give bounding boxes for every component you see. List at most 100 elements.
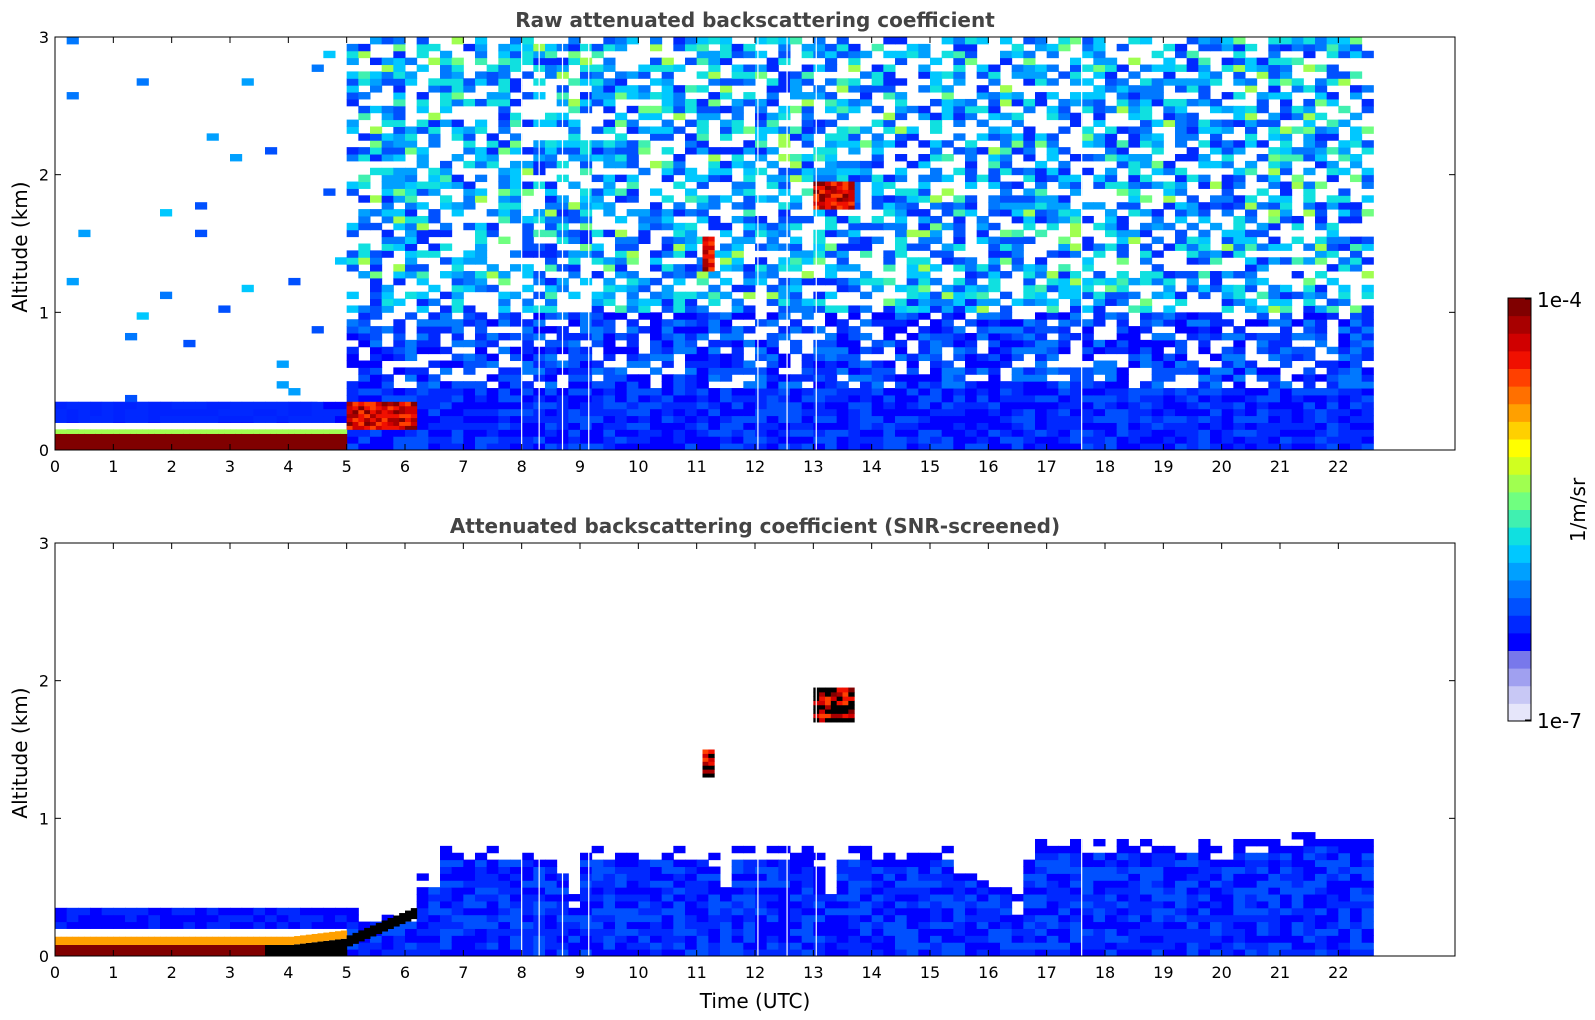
heatmap-cell xyxy=(265,914,278,923)
heatmap-cell xyxy=(813,360,826,368)
heatmap-cell xyxy=(1350,312,1363,320)
heatmap-cell xyxy=(1315,408,1328,417)
heatmap-cell xyxy=(731,284,744,293)
heatmap-cell xyxy=(848,236,861,244)
heatmap-cell xyxy=(871,401,884,410)
heatmap-cell xyxy=(918,408,931,417)
heatmap-cell xyxy=(381,133,394,141)
heatmap-cell xyxy=(580,346,593,355)
heatmap-cell xyxy=(906,374,919,382)
heatmap-cell xyxy=(1268,85,1281,93)
heatmap-cell xyxy=(568,367,581,375)
heatmap-cell xyxy=(428,942,441,950)
heatmap-cell xyxy=(603,277,616,286)
heatmap-cell xyxy=(603,298,616,306)
heatmap-cell xyxy=(1035,394,1048,403)
heatmap-cell xyxy=(1245,415,1258,423)
heatmap-cell xyxy=(1291,215,1304,224)
heatmap-cell xyxy=(615,154,628,162)
heatmap-cell xyxy=(405,374,418,382)
heatmap-cell xyxy=(521,866,534,874)
heatmap-cell xyxy=(696,319,709,327)
heatmap-cell xyxy=(1280,112,1293,121)
heatmap-cell xyxy=(661,381,674,389)
heatmap-cell xyxy=(696,346,709,355)
heatmap-cell xyxy=(696,394,709,403)
heatmap-cell xyxy=(708,921,721,929)
heatmap-cell xyxy=(416,250,429,258)
heatmap-cell xyxy=(825,57,838,66)
heatmap-cell xyxy=(801,949,814,956)
heatmap-cell xyxy=(1046,140,1059,148)
heatmap-cell xyxy=(906,291,919,300)
heatmap-cell xyxy=(988,78,1001,86)
heatmap-cell xyxy=(871,43,884,52)
heatmap-cell xyxy=(1256,222,1269,231)
heatmap-cell xyxy=(1326,71,1339,79)
heatmap-cell xyxy=(731,845,744,854)
heatmap-cell xyxy=(860,271,873,279)
heatmap-cell xyxy=(976,147,989,155)
heatmap-cell xyxy=(895,92,908,100)
feature-cell xyxy=(107,445,114,450)
heatmap-cell xyxy=(1326,305,1339,313)
heatmap-cell xyxy=(813,935,826,943)
feature-cell xyxy=(282,433,289,439)
x-tick-label: 5 xyxy=(342,457,352,476)
heatmap-cell xyxy=(253,921,266,929)
heatmap-cell xyxy=(1116,202,1129,210)
heatmap-cell xyxy=(1058,126,1071,134)
heatmap-cell xyxy=(603,92,616,100)
heatmap-cell xyxy=(591,381,604,389)
heatmap-cell xyxy=(1280,181,1293,189)
heatmap-cell xyxy=(883,85,896,93)
x-tick-label: 2 xyxy=(167,457,177,476)
heatmap-cell xyxy=(463,202,476,210)
heatmap-cell xyxy=(1081,236,1094,244)
heatmap-cell xyxy=(603,429,616,437)
heatmap-cell xyxy=(498,900,511,909)
heatmap-cell xyxy=(1233,291,1246,300)
heatmap-cell xyxy=(1070,215,1083,224)
heatmap-cell xyxy=(965,319,978,327)
heatmap-cell xyxy=(451,353,464,362)
heatmap-cell xyxy=(918,312,931,320)
heatmap-cell xyxy=(1081,105,1094,114)
heatmap-cell xyxy=(1315,43,1328,52)
heatmap-cell xyxy=(1011,209,1024,217)
heatmap-cell xyxy=(405,215,418,224)
feature-cell xyxy=(352,401,359,407)
heatmap-cell xyxy=(393,949,406,956)
heatmap-cell xyxy=(825,415,838,423)
heatmap-cell xyxy=(860,429,873,437)
heatmap-cell xyxy=(1198,209,1211,217)
heatmap-cell xyxy=(580,57,593,66)
heatmap-cell xyxy=(358,78,371,86)
heatmap-cell xyxy=(440,894,453,902)
heatmap-cell xyxy=(801,312,814,320)
heatmap-cell xyxy=(848,277,861,286)
heatmap-cell xyxy=(895,429,908,437)
heatmap-cell xyxy=(661,436,674,444)
heatmap-cell xyxy=(370,360,383,368)
heatmap-cell xyxy=(755,388,768,396)
heatmap-cell xyxy=(661,222,674,231)
heatmap-cell xyxy=(976,353,989,362)
heatmap-cell xyxy=(626,949,639,956)
heatmap-cell xyxy=(1245,257,1258,265)
heatmap-cell xyxy=(1011,50,1024,59)
heatmap-cell xyxy=(1058,209,1071,217)
heatmap-cell xyxy=(941,188,954,196)
heatmap-cell xyxy=(1035,195,1048,203)
heatmap-cell xyxy=(1163,277,1176,286)
heatmap-cell xyxy=(498,291,511,300)
heatmap-cell xyxy=(1198,126,1211,134)
heatmap-cell xyxy=(370,250,383,258)
heatmap-cell xyxy=(358,71,371,79)
heatmap-cell xyxy=(521,852,534,861)
feature-cell xyxy=(218,429,225,434)
heatmap-cell xyxy=(1198,37,1211,45)
heatmap-cell xyxy=(825,243,838,251)
x-tick-label: 3 xyxy=(225,457,235,476)
heatmap-area xyxy=(55,543,1374,956)
